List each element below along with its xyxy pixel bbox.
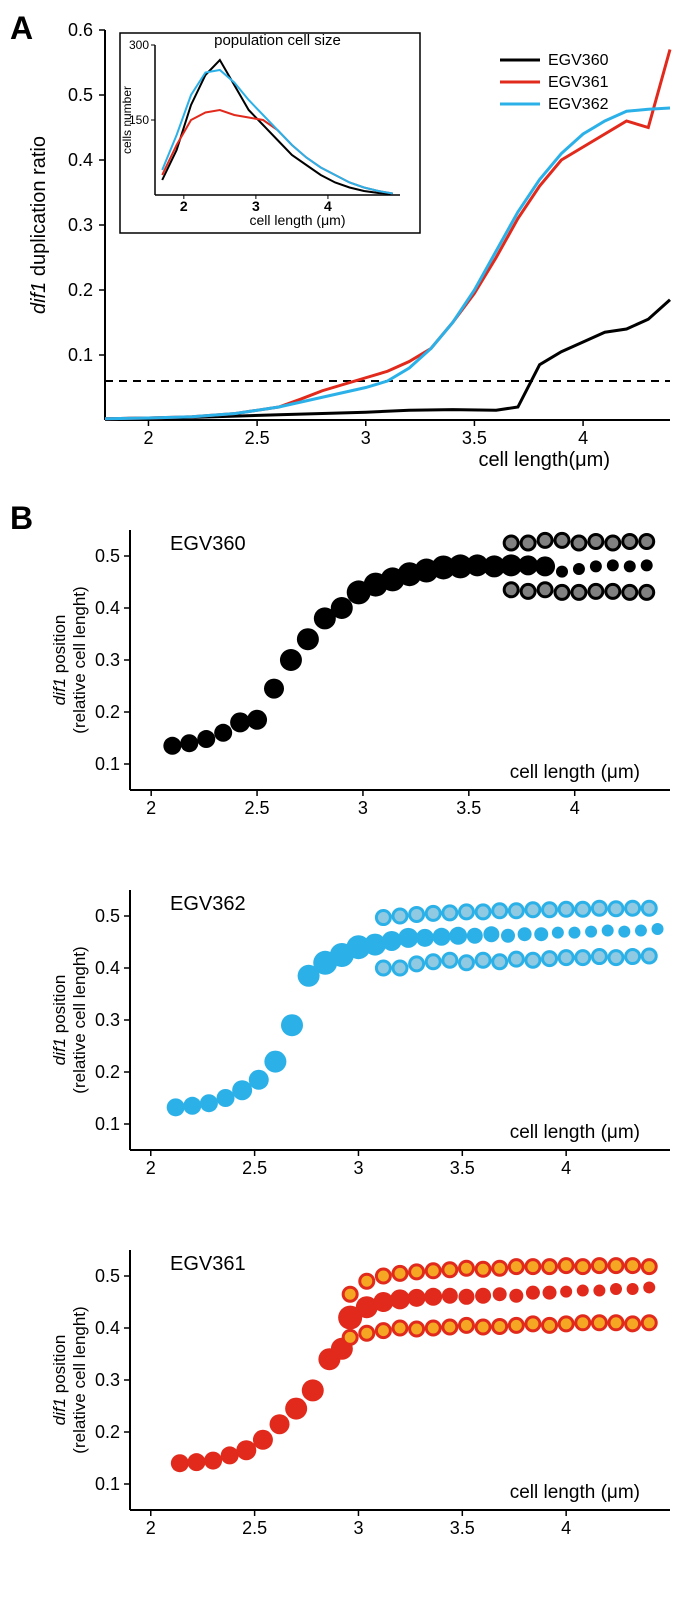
svg-text:4: 4 [561,1518,571,1538]
svg-text:2: 2 [180,198,188,214]
panel-b-label: B [10,500,33,537]
svg-text:2.5: 2.5 [245,798,270,818]
svg-text:EGV360: EGV360 [170,533,246,555]
svg-text:population cell size: population cell size [214,32,341,49]
svg-text:3: 3 [353,1518,363,1538]
svg-text:3.5: 3.5 [450,1518,475,1538]
svg-text:4: 4 [570,798,580,818]
svg-text:cell length(μm): cell length(μm) [478,449,610,471]
svg-text:0.5: 0.5 [95,906,120,926]
panel-b-svg: 2 2.5 3 3.5 4 0.1 0.2 0.3 0.4 0.5 EGV360 cell lengt… [10,500,685,1580]
svg-text:EGV361: EGV361 [548,74,609,91]
svg-text:(relative cell lenght): (relative cell lenght) [70,1306,89,1453]
svg-text:0.1: 0.1 [95,1114,120,1134]
svg-text:0.4: 0.4 [95,598,120,618]
svg-text:3.5: 3.5 [462,428,487,448]
svg-text:300: 300 [129,38,149,52]
svg-text:0.1: 0.1 [95,1474,120,1494]
svg-text:cell length (μm): cell length (μm) [510,1122,640,1143]
svg-text:0.3: 0.3 [68,215,93,235]
svg-text:2.5: 2.5 [242,1158,267,1178]
svg-text:EGV361: EGV361 [170,1253,246,1275]
svg-text:cell length (μm): cell length (μm) [250,212,346,228]
svg-text:3.5: 3.5 [450,1158,475,1178]
svg-text:4: 4 [578,428,588,448]
svg-text:0.1: 0.1 [68,345,93,365]
svg-text:0.1: 0.1 [95,754,120,774]
svg-text:EGV362: EGV362 [548,96,609,113]
svg-text:0.2: 0.2 [68,280,93,300]
svg-text:3: 3 [353,1158,363,1178]
svg-text:(relative cell lenght): (relative cell lenght) [70,586,89,733]
svg-text:dif1 position: dif1 position [50,975,69,1066]
svg-text:3.5: 3.5 [456,798,481,818]
svg-text:0.6: 0.6 [68,20,93,40]
svg-text:EGV360: EGV360 [548,52,609,69]
svg-text:4: 4 [561,1158,571,1178]
panel-a-svg: 2 2.5 3 3.5 4 0.1 0.2 0.3 0.4 0.5 0.6 cell length(μ… [10,10,685,480]
svg-text:0.4: 0.4 [95,958,120,978]
svg-text:2: 2 [143,428,153,448]
panel-a-label: A [10,10,33,47]
svg-text:2.5: 2.5 [242,1518,267,1538]
svg-text:0.4: 0.4 [95,1318,120,1338]
svg-text:0.2: 0.2 [95,1062,120,1082]
svg-text:cell length (μm): cell length (μm) [510,1482,640,1503]
svg-text:(relative cell lenght): (relative cell lenght) [70,946,89,1093]
svg-text:2: 2 [146,1518,156,1538]
svg-text:0.3: 0.3 [95,1370,120,1390]
svg-text:2.5: 2.5 [245,428,270,448]
svg-text:0.3: 0.3 [95,1010,120,1030]
svg-text:3: 3 [358,798,368,818]
panel-a-container: A 2 2.5 3 3.5 4 0.1 0.2 0.3 0.4 0.5 0.6 cell length… [10,10,685,480]
svg-text:0.2: 0.2 [95,1422,120,1442]
svg-text:dif1 position: dif1 position [50,615,69,706]
svg-text:3: 3 [361,428,371,448]
panel-b-container: B 2 2.5 3 3.5 4 0.1 0.2 0.3 0.4 0.5 EGV360 cell len… [10,500,685,1580]
svg-text:0.5: 0.5 [95,1266,120,1286]
svg-text:2: 2 [146,798,156,818]
svg-text:dif1 position: dif1 position [50,1335,69,1426]
svg-text:EGV362: EGV362 [170,893,246,915]
svg-text:2: 2 [146,1158,156,1178]
svg-text:0.3: 0.3 [95,650,120,670]
svg-text:0.4: 0.4 [68,150,93,170]
svg-text:0.5: 0.5 [95,546,120,566]
svg-text:cell length (μm): cell length (μm) [510,762,640,783]
svg-text:cells number: cells number [120,86,134,154]
svg-text:0.5: 0.5 [68,85,93,105]
svg-text:0.2: 0.2 [95,702,120,722]
svg-text:dif1 duplication ratio: dif1 duplication ratio [28,136,50,314]
